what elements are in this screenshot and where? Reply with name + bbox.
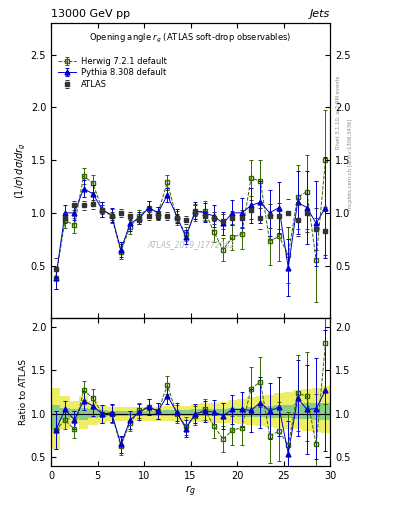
Text: Jets: Jets: [310, 9, 330, 19]
Legend: Herwig 7.2.1 default, Pythia 8.308 default, ATLAS: Herwig 7.2.1 default, Pythia 8.308 defau…: [58, 57, 166, 89]
Y-axis label: $(1/\sigma)\,d\sigma/dr_g$: $(1/\sigma)\,d\sigma/dr_g$: [13, 142, 28, 199]
X-axis label: $r_g$: $r_g$: [185, 483, 196, 499]
Text: mcplots.cern.ch [arXiv:1306.3436]: mcplots.cern.ch [arXiv:1306.3436]: [348, 118, 353, 209]
Y-axis label: Ratio to ATLAS: Ratio to ATLAS: [19, 359, 28, 425]
Text: Rivet 3.1.10, ≥ 2.9M events: Rivet 3.1.10, ≥ 2.9M events: [336, 76, 341, 150]
Text: 13000 GeV pp: 13000 GeV pp: [51, 9, 130, 19]
Text: Opening angle $r_g$ (ATLAS soft-drop observables): Opening angle $r_g$ (ATLAS soft-drop obs…: [90, 32, 292, 45]
Text: ATLAS_2019_I1772062: ATLAS_2019_I1772062: [147, 240, 234, 249]
